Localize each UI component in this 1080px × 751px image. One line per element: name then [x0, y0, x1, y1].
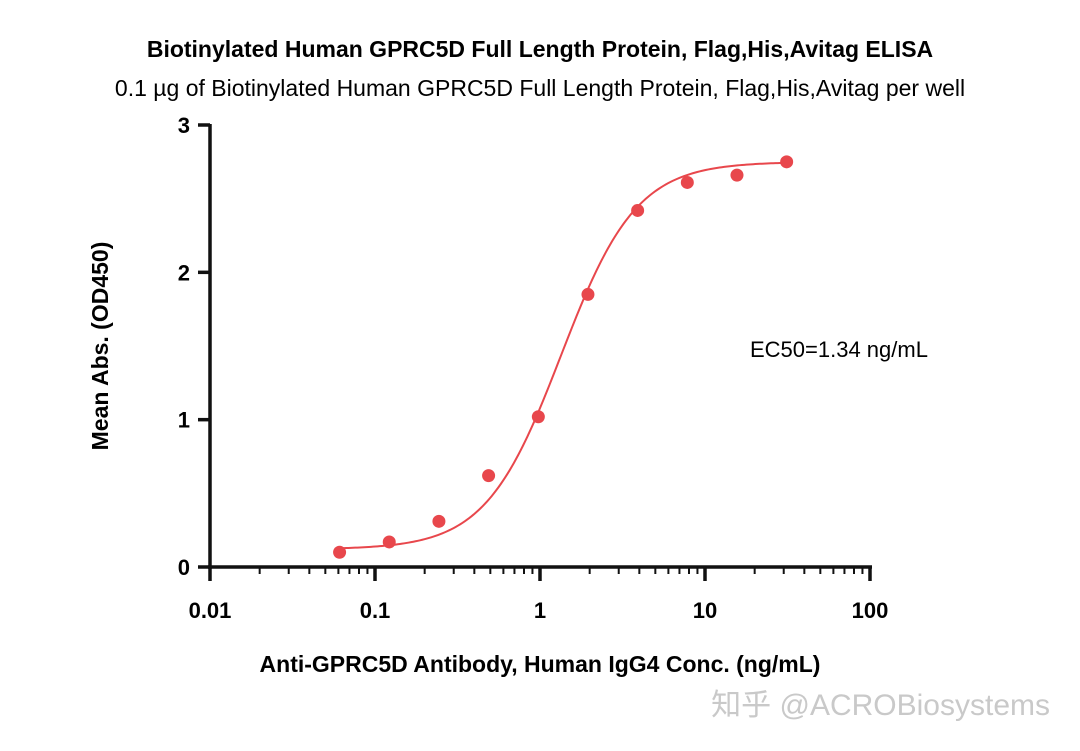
data-point — [333, 545, 347, 559]
x-tick-label: 1 — [534, 598, 546, 623]
axes: 0 1 2 3 0.01 0.1 1 10 100 — [178, 113, 889, 623]
fit-curve-layer — [339, 161, 787, 550]
data-point — [482, 469, 496, 483]
chart-subtitle: 0.1 µg of Biotinylated Human GPRC5D Full… — [115, 75, 965, 101]
x-tick-label: 100 — [852, 598, 889, 623]
data-point — [631, 203, 645, 217]
data-point — [780, 155, 794, 169]
chart-title: Biotinylated Human GPRC5D Full Length Pr… — [147, 36, 933, 62]
y-tick-label: 3 — [178, 113, 190, 138]
data-point — [531, 410, 545, 424]
data-point — [432, 514, 446, 528]
y-tick-label: 2 — [178, 260, 190, 285]
y-axis-title: Mean Abs. (OD450) — [87, 242, 113, 451]
ec50-annotation: EC50=1.34 ng/mL — [750, 337, 928, 362]
x-tick-label: 0.1 — [360, 598, 391, 623]
y-tick-label: 1 — [178, 408, 190, 433]
data-point — [680, 175, 694, 189]
x-tick-label: 10 — [693, 598, 717, 623]
x-axis-title: Anti-GPRC5D Antibody, Human IgG4 Conc. (… — [260, 651, 821, 677]
data-point — [730, 168, 744, 182]
fit-curve — [339, 161, 787, 550]
data-point — [581, 287, 595, 301]
y-tick-label: 0 — [178, 555, 190, 580]
data-points-layer — [333, 155, 794, 559]
watermark: 知乎 @ACROBiosystems — [711, 689, 1050, 722]
data-point — [382, 535, 396, 549]
x-tick-label: 0.01 — [189, 598, 232, 623]
